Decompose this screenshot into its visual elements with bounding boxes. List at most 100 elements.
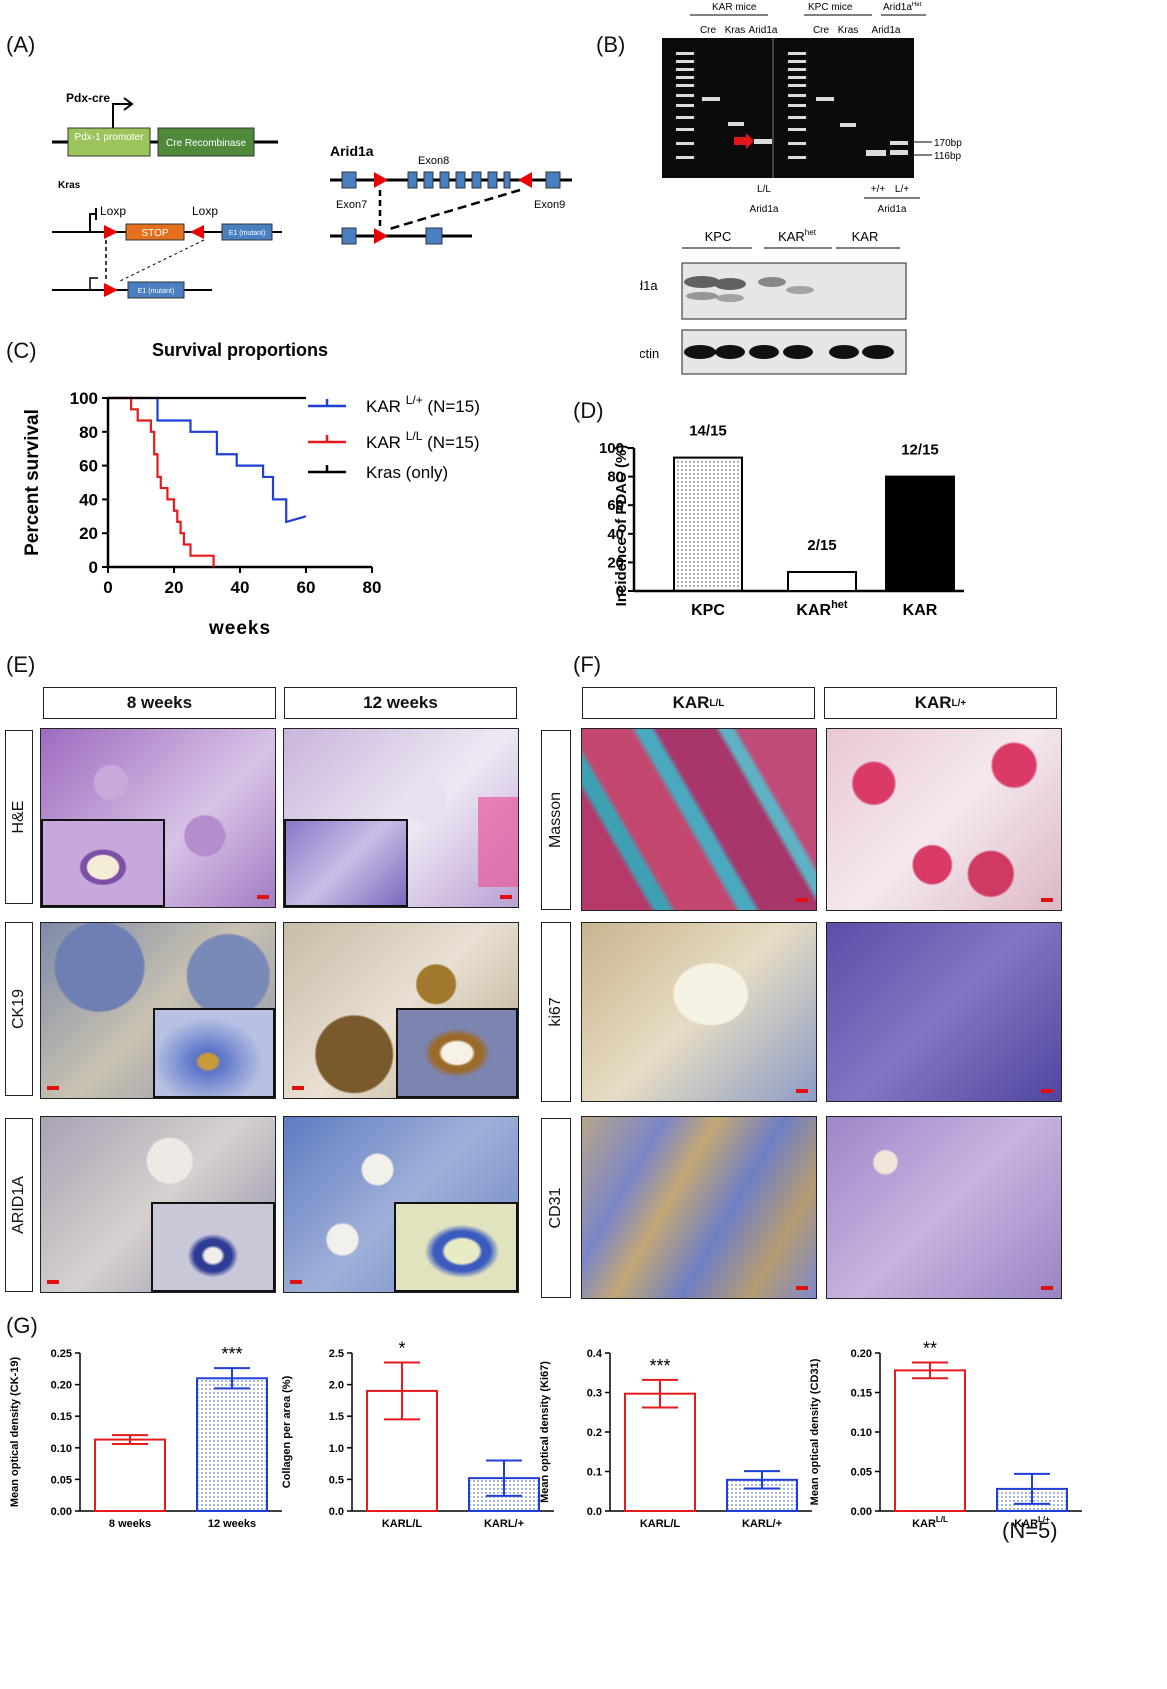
y-tick-label: 100: [70, 389, 98, 408]
y-tick-label: 40: [79, 490, 98, 509]
y-tick-label: 20: [79, 524, 98, 543]
y-tick-label: 0.3: [587, 1388, 602, 1400]
y-tick-label: 40: [607, 526, 624, 543]
cre-recombinase-box: [157, 127, 255, 157]
exon7-label: Exon7: [336, 199, 367, 211]
ck19-8wk-inset: [153, 1008, 275, 1098]
loxp-label-2: Loxp: [192, 204, 218, 218]
scale-bar: [796, 898, 808, 902]
x-tick-label: KPC: [691, 602, 725, 619]
scale-bar: [796, 1089, 808, 1093]
significance-marker: ***: [649, 1356, 670, 1376]
lane-label: Arid1a: [872, 25, 901, 36]
y-tick-label: 100: [599, 440, 624, 457]
panel-label-c: (C): [6, 338, 37, 363]
y-tick-label: 0.00: [851, 1506, 872, 1518]
e1-mutant-label-1: E1 (mutant): [229, 230, 266, 237]
bar: [196, 1377, 268, 1512]
y-tick-label: 0.20: [851, 1348, 872, 1360]
y-tick-label: 0.05: [851, 1467, 872, 1479]
scale-bar: [1041, 1286, 1053, 1290]
wb-kar-label: KAR: [852, 229, 879, 244]
y-tick-label: 20: [607, 554, 624, 571]
bar-data-label: 14/15: [689, 423, 727, 440]
bar-data-label: 12/15: [901, 442, 939, 459]
he-8wk-inset: [41, 819, 165, 907]
y-tick-label: 0: [89, 558, 98, 577]
survival-chart: Survival proportions 0 20 40 60 80 100 0 20 40 60 8…: [22, 340, 480, 639]
scale-bar: [500, 895, 512, 899]
y-tick-label: 0.10: [51, 1443, 72, 1455]
x-tick-label: 40: [231, 578, 250, 597]
bar: [787, 570, 857, 593]
y-axis-title: Mean optical density (CK-19): [9, 1356, 21, 1507]
construct-schematic: Pdx-cre Pdx-1 promoter Cre Recombinase K…: [52, 91, 572, 299]
panel-label-f: (F): [573, 652, 602, 677]
row-header-ki67: ki67: [541, 922, 571, 1102]
x-tick-label: KARhet: [796, 599, 848, 619]
lane-label: Kras: [725, 25, 746, 36]
stop-label: STOP: [141, 228, 168, 239]
lane-label: Arid1a: [749, 25, 778, 36]
collagen-area-chart: 0.0 0.5 1.0 1.5 2.0 2.5 Collagen per area (%) K…: [281, 1338, 554, 1530]
y-axis-title: Incidence of PDAC (%): [613, 445, 630, 607]
y-tick-label: 2.5: [329, 1348, 344, 1360]
loxp-label-1: Loxp: [100, 204, 126, 218]
x-axis-title: weeks: [208, 618, 271, 639]
stop-box: [125, 223, 185, 241]
bar: [885, 475, 955, 592]
cd31-density-chart: 0.00 0.05 0.10 0.15 0.20 Mean optical density…: [809, 1338, 1082, 1530]
he-12wk-image: [283, 728, 519, 908]
bar: [673, 456, 743, 593]
y-tick-label: 0: [616, 583, 624, 600]
significance-marker: *: [398, 1338, 405, 1358]
col-header-kar-ll: KAR L/L: [582, 687, 815, 719]
row-header-ck19: CK19: [5, 922, 33, 1096]
scale-bar: [47, 1280, 59, 1284]
y-tick-label: 0.1: [587, 1467, 602, 1479]
y-tick-label: 1.5: [329, 1411, 344, 1423]
y-tick-label: 0.25: [51, 1348, 72, 1360]
y-tick-label: 0.5: [329, 1474, 344, 1486]
lane-label: Cre: [813, 25, 830, 36]
y-tick-label: 0.20: [51, 1380, 72, 1392]
bp116-label: 116bp: [934, 151, 962, 162]
panel-label-e: (E): [6, 652, 36, 677]
arid1a-8wk-inset: [151, 1202, 275, 1292]
masson-kar-lplus-image: [826, 728, 1062, 911]
ck19-12wk-inset: [396, 1008, 518, 1098]
y-tick-label: 0.4: [587, 1348, 603, 1360]
legend-label: KAR L/+ (N=15): [366, 393, 480, 416]
wt-label: +/+: [871, 184, 886, 195]
legend-label: KAR L/L (N=15): [366, 429, 480, 452]
y-tick-label: 80: [79, 423, 98, 442]
ki67-density-chart: 0.0 0.1 0.2 0.3 0.4 Mean optical density (Ki6…: [539, 1348, 812, 1530]
e1-mutant-label-2: E1 (mutant): [138, 288, 175, 295]
x-tick-label: 8 weeks: [109, 1518, 151, 1530]
he-8wk-image: [40, 728, 276, 908]
x-tick-label: 0: [103, 578, 112, 597]
significance-marker: ***: [221, 1344, 242, 1364]
x-tick-label: KARL/+: [1014, 1515, 1050, 1530]
ck19-8wk-image: [40, 922, 276, 1099]
row-header-cd31: CD31: [541, 1118, 571, 1298]
panel-label-a: (A): [6, 32, 36, 57]
pdx1-promoter-box: [67, 127, 151, 157]
cre-recombinase-label: Cre Recombinase: [166, 138, 246, 149]
scale-bar: [1041, 898, 1053, 902]
kar-mice-label: KAR mice: [712, 2, 757, 13]
x-tick-label: 12 weeks: [208, 1518, 256, 1530]
ck19-12wk-image: [283, 922, 519, 1099]
y-axis-title: Collagen per area (%): [281, 1375, 293, 1488]
kras-label: Kras: [58, 180, 81, 191]
arid1a-blot: [681, 262, 907, 320]
x-tick-label: KARL/L: [382, 1518, 423, 1530]
y-tick-label: 0.05: [51, 1474, 72, 1486]
y-tick-label: 0.10: [851, 1427, 872, 1439]
scale-bar: [290, 1280, 302, 1284]
cd31-kar-lplus-image: [826, 1116, 1062, 1299]
arid1a-12wk-inset: [394, 1202, 518, 1292]
bar: [894, 1369, 966, 1512]
